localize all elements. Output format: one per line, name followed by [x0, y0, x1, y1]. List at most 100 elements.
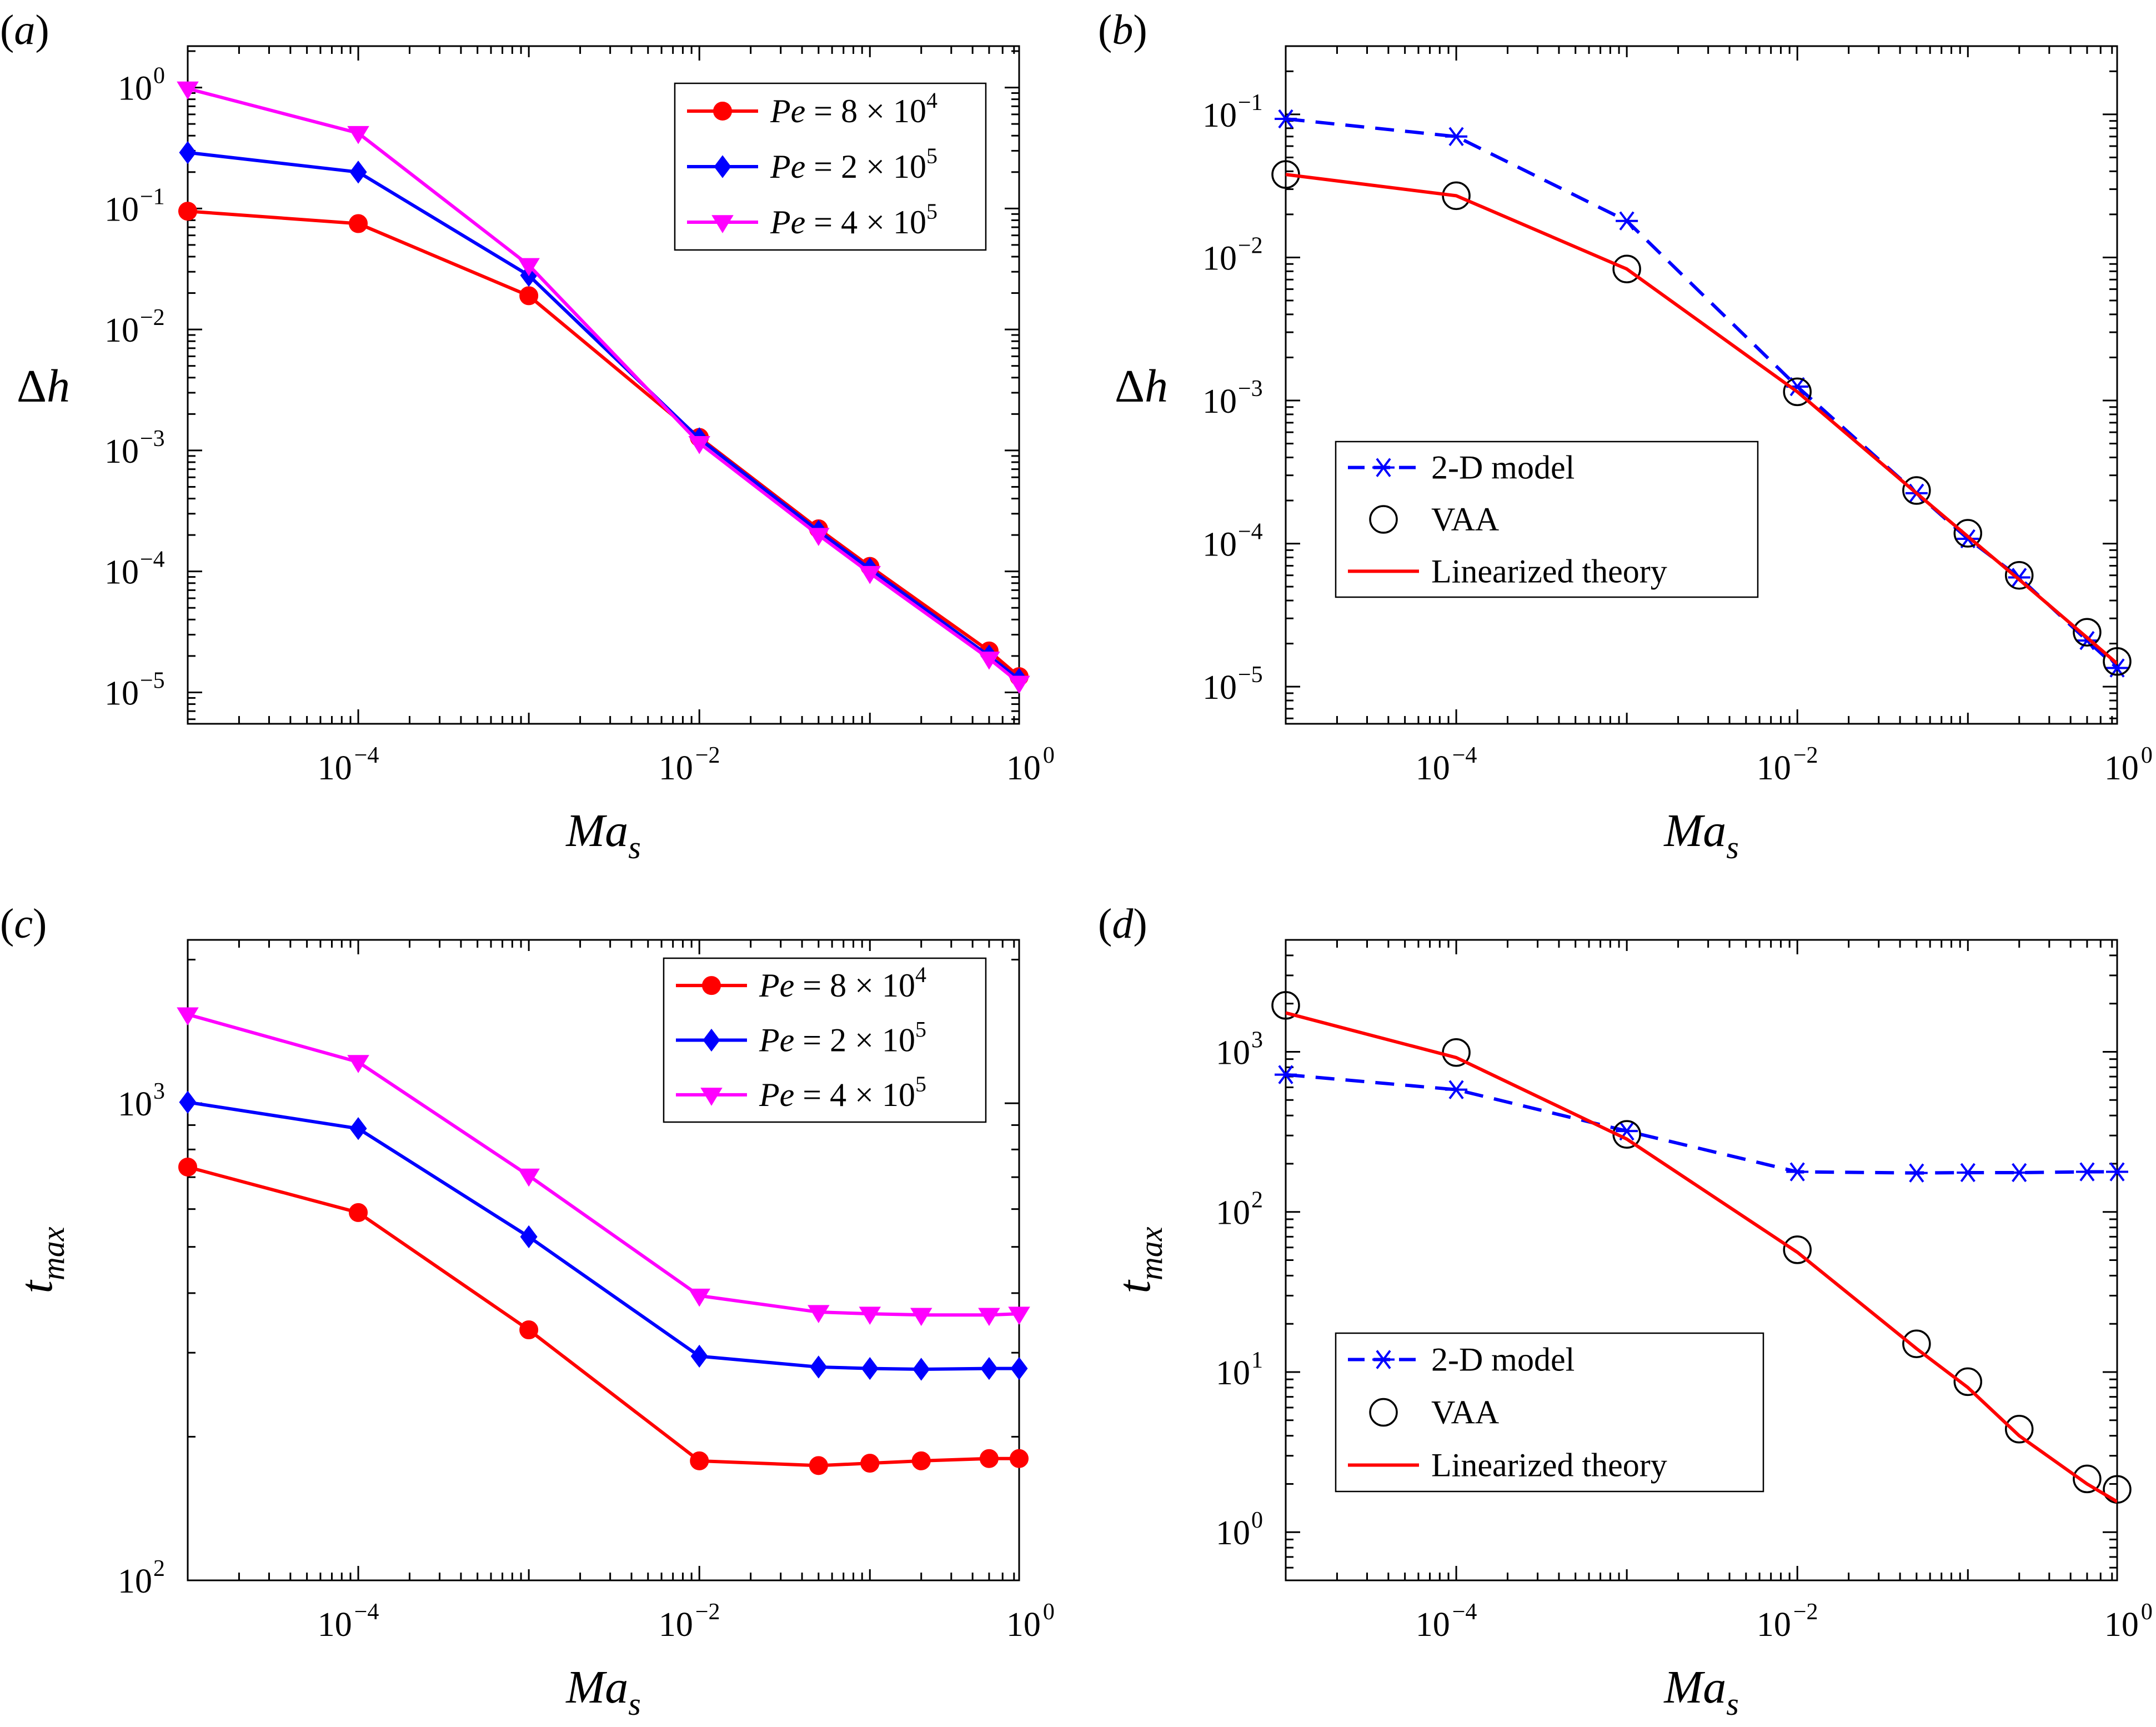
x-axis-subscript: s: [628, 829, 641, 865]
panel-letter: b: [1112, 7, 1133, 53]
x-tick-exponent: −4: [1452, 1599, 1477, 1625]
legend-value: = 8 × 10: [794, 967, 915, 1004]
y-axis-h: h: [1145, 361, 1168, 412]
y-tick-label: 10: [1202, 97, 1237, 134]
x-axis-title: Mas: [1663, 805, 1739, 865]
marker-circle: [519, 1320, 539, 1340]
marker-asterisk: [2106, 1162, 2128, 1182]
legend-pe: Pe: [759, 967, 794, 1004]
marker-open-circle: [2004, 560, 2034, 590]
legend-pe: Pe: [770, 93, 805, 129]
marker-open-circle: [2103, 647, 2132, 676]
panel-label: (b): [1098, 7, 1147, 53]
marker-diamond: [703, 1028, 720, 1052]
y-axis-title: tmax: [11, 1227, 71, 1293]
legend-exponent: 4: [926, 88, 937, 113]
y-axis-title: Δh: [1115, 361, 1168, 412]
y-axis-title: tmax: [1109, 1227, 1169, 1293]
series-2: [1286, 173, 2117, 665]
legend-label: Pe = 4 × 105: [770, 199, 937, 241]
series-line: [1286, 1011, 2117, 1503]
legend-label: Pe = 4 × 105: [759, 1072, 926, 1113]
marker-triangle: [711, 215, 734, 233]
panel-label: (c): [0, 900, 47, 947]
marker-asterisk: [1372, 458, 1395, 477]
marker-triangle: [347, 1055, 369, 1073]
marker-triangle: [688, 1288, 710, 1307]
y-tick-exponent: −1: [1238, 90, 1263, 116]
marker-triangle: [1008, 675, 1030, 694]
axes-box: [1285, 45, 2118, 725]
marker-open-circle: [1783, 1235, 1812, 1264]
legend-label: Pe = 2 × 105: [759, 1017, 926, 1059]
x-tick-label: 10−2: [1757, 743, 1818, 787]
marker-triangle: [978, 652, 1000, 670]
marker-circle: [979, 1449, 999, 1468]
series-line: [188, 209, 1019, 678]
panel-label: (a): [0, 7, 49, 53]
marker-open-circle: [2073, 1464, 2102, 1494]
series-2: [177, 81, 1030, 694]
legend: 2-D model VAA Linearized theory: [1335, 440, 1759, 598]
series-1: [1271, 991, 2132, 1504]
marker-circle: [349, 1203, 368, 1222]
marker-asterisk: [2008, 1163, 2030, 1183]
y-tick-exponent: −4: [1238, 519, 1263, 545]
marker-triangle: [347, 126, 369, 144]
marker-diamond: [520, 1225, 538, 1249]
asterisk-stroke: [1448, 127, 1464, 146]
marker-triangle: [808, 1305, 830, 1323]
panel-label-close: ): [33, 900, 47, 947]
y-tick-label: 10: [1202, 383, 1237, 421]
series-0: [178, 202, 1029, 687]
y-tick-label: 10: [1216, 1194, 1250, 1232]
legend-label: 2-D model: [1431, 1341, 1575, 1378]
marker-open-circle: [2004, 1415, 2034, 1444]
y-tick-label: 10: [1216, 1034, 1250, 1072]
legend-label: 2-D model: [1431, 449, 1575, 486]
marker-diamond: [349, 161, 367, 184]
y-tick-label: 10: [1216, 1514, 1250, 1552]
x-tick-label: 100: [2104, 1599, 2153, 1644]
y-tick-exponent: −5: [140, 668, 165, 693]
y-tick-exponent: 3: [153, 1079, 165, 1104]
legend-exponent: 5: [926, 199, 937, 224]
y-axis-subscript: max: [35, 1227, 71, 1280]
marker-asterisk: [2075, 1162, 2098, 1182]
x-axis-title: Mas: [565, 1661, 641, 1722]
legend-value: = 4 × 10: [794, 1077, 915, 1113]
asterisk-stroke: [1376, 458, 1391, 477]
x-tick-exponent: −4: [1452, 743, 1477, 768]
legend-value: = 4 × 10: [805, 204, 926, 241]
marker-triangle: [177, 81, 199, 100]
x-tick-label: 10−4: [1416, 1599, 1477, 1644]
marker-open-circle: [1783, 377, 1812, 407]
x-tick-label: 10−4: [318, 743, 379, 787]
marker-asterisk: [1275, 1065, 1297, 1084]
y-tick-label: 10: [104, 433, 139, 470]
x-tick-exponent: −4: [354, 1599, 379, 1625]
legend-label: Pe = 8 × 104: [770, 88, 937, 129]
legend-label: VAA: [1431, 1394, 1499, 1431]
x-tick-label: 100: [2104, 743, 2153, 787]
x-tick-label: 10−2: [659, 743, 720, 787]
series-line: [1286, 173, 2117, 665]
legend-value: = 8 × 10: [805, 93, 926, 129]
marker-circle: [349, 214, 368, 233]
asterisk-stroke: [1376, 1350, 1391, 1369]
legend: 2-D model VAA Linearized theory: [1335, 1332, 1764, 1493]
legend-label: Linearized theory: [1431, 553, 1667, 589]
marker-open-circle: [2073, 618, 2102, 647]
x-tick-exponent: −2: [1793, 1599, 1818, 1625]
y-tick-exponent: 1: [1251, 1348, 1263, 1373]
legend-exponent: 5: [915, 1072, 926, 1097]
panel-letter: a: [14, 7, 35, 53]
x-axis-subscript: s: [628, 1686, 641, 1722]
x-tick-label: 10−4: [1416, 743, 1477, 787]
asterisk-stroke: [1448, 1080, 1464, 1099]
asterisk-stroke: [1278, 1065, 1293, 1084]
asterisk-stroke: [1619, 211, 1634, 231]
x-tick-label: 100: [1006, 743, 1055, 787]
